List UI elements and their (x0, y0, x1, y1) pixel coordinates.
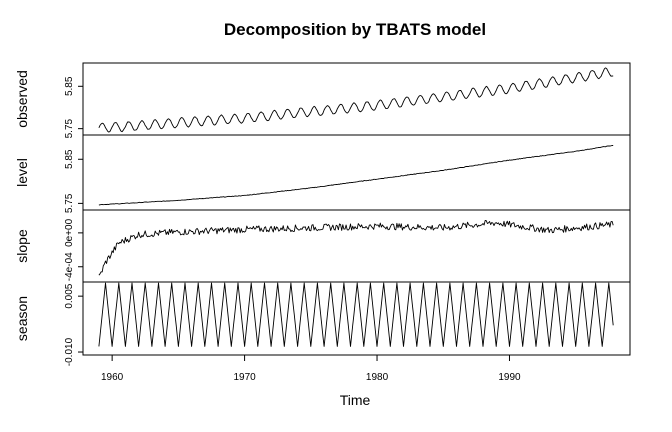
y-tick-label-season: -0.010 (64, 337, 75, 366)
panel-frame-slope (82, 209, 631, 283)
panel-slope: slope -4e-04 0e+00 (14, 209, 631, 283)
series-line-observed (98, 67, 614, 133)
chart-title: Decomposition by TBATS model (224, 20, 486, 39)
series-line-level (98, 144, 614, 206)
x-axis: 1960 1970 1980 1990 (101, 355, 521, 383)
panel-label-season: season (14, 296, 30, 341)
panel-season: season -0.010 0.005 (14, 281, 631, 366)
panel-label-level: level (14, 158, 30, 187)
panel-label-observed: observed (14, 70, 30, 128)
x-axis-label: Time (340, 392, 371, 408)
y-tick-label-observed: 5.85 (64, 76, 75, 96)
panels-group: observed 5.75 5.85 level 5.75 5.85 slope -4e-04… (14, 62, 631, 366)
y-tick-label-level: 5.75 (64, 193, 75, 213)
x-tick-label: 1970 (233, 372, 256, 383)
y-tick-label-slope: -4e-04 (64, 252, 75, 281)
y-tick-label-level: 5.85 (64, 149, 75, 169)
panel-label-slope: slope (14, 229, 30, 263)
x-tick-label: 1980 (366, 372, 389, 383)
panel-level: level 5.75 5.85 (14, 134, 631, 213)
x-tick-label: 1960 (101, 372, 124, 383)
y-tick-label-slope: 0e+00 (64, 218, 75, 247)
x-tick-label: 1990 (498, 372, 521, 383)
panel-observed: observed 5.75 5.85 (14, 62, 631, 138)
panel-frame-level (82, 134, 631, 211)
y-tick-label-observed: 5.75 (64, 118, 75, 138)
panel-frame-season (82, 281, 631, 356)
series-line-slope (98, 219, 614, 276)
y-tick-label-season: 0.005 (64, 283, 75, 308)
series-line-season (98, 282, 614, 347)
